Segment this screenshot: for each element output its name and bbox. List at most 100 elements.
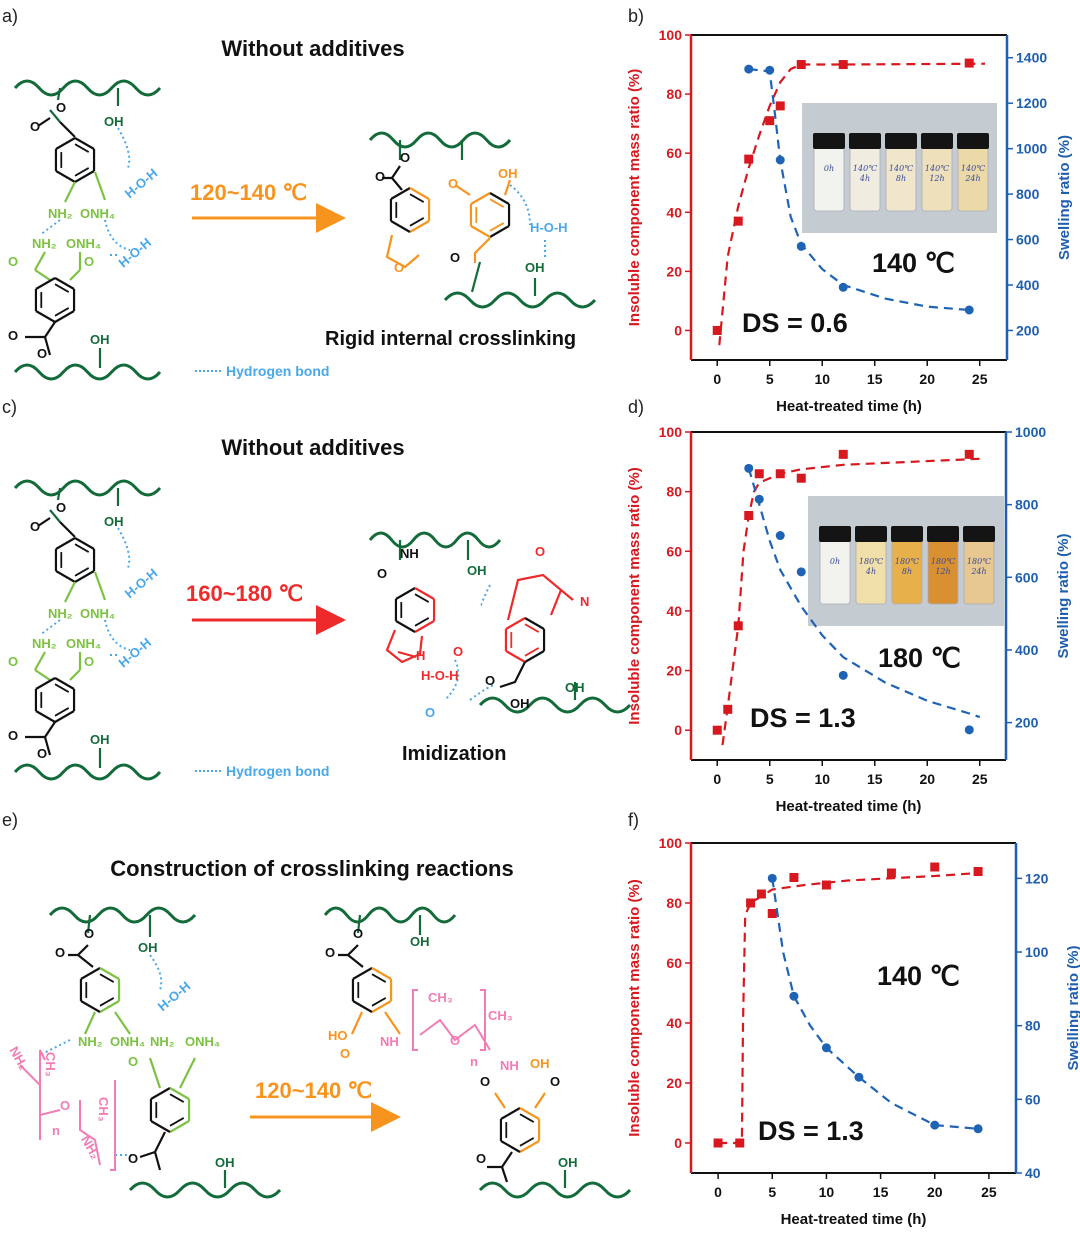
vial-cap: [963, 526, 995, 542]
vial-cap: [957, 133, 989, 149]
ring-bond: [500, 1107, 521, 1120]
data-point-circle: [930, 1120, 940, 1130]
panel-label-b: b): [628, 6, 644, 26]
ring-double-bond: [54, 283, 70, 293]
atom-label: OH: [558, 1155, 578, 1170]
ring-double-bond: [74, 167, 90, 177]
polymer-backbone: [13, 363, 162, 381]
ring-double-bond: [414, 617, 430, 627]
ds-annotation: DS = 1.3: [750, 703, 856, 733]
ring-bond: [390, 220, 411, 233]
ring-double-bond: [169, 1093, 185, 1103]
ds-annotation: DS = 0.6: [742, 308, 848, 338]
atom-label: OH: [138, 940, 158, 955]
ring-bond: [35, 310, 56, 323]
atom-label: O: [30, 119, 40, 134]
data-point-circle: [775, 531, 785, 541]
bond: [385, 629, 424, 664]
ring-double-bond: [519, 1137, 535, 1147]
bond: [350, 1011, 401, 1035]
x-tick-label: 20: [919, 771, 935, 787]
atom-label: O: [476, 1151, 486, 1166]
data-point-square: [796, 60, 806, 70]
atom-label: O: [450, 1033, 460, 1048]
vial-cap: [855, 526, 887, 542]
atom-label: OH: [467, 563, 487, 578]
ring-bond: [414, 587, 435, 600]
y-tick-label-left: 100: [659, 424, 683, 440]
series-left: [713, 862, 983, 1148]
bond: [499, 661, 526, 689]
ppg-chain: [412, 989, 491, 1051]
ring-double-bond: [409, 217, 425, 227]
ring-bond: [74, 570, 95, 583]
x-tick-label: 0: [714, 1184, 722, 1200]
atom-label: O: [400, 150, 410, 165]
atom-label: ONH₄: [110, 1034, 145, 1049]
bond: [454, 179, 512, 263]
x-tick-label: 15: [873, 1184, 889, 1200]
data-point-circle: [964, 305, 974, 315]
data-point-circle: [765, 65, 775, 75]
bond: [64, 571, 107, 603]
series-right: [767, 873, 983, 1134]
atom-label: O: [37, 346, 47, 361]
product-label: Imidization: [402, 743, 506, 765]
polymer-backbone: [13, 763, 162, 781]
atom-label: O: [37, 746, 47, 761]
atom-label: O: [394, 260, 404, 275]
y-tick-label-right: 1000: [1015, 424, 1046, 440]
panel-a-scheme: Without additives O O OH H-O-H NH₂ ONH₄ …: [8, 36, 597, 381]
chart-b: 0 5 10 15 20 25 0 20 40 60 80 100 200 400 600 800 1000 12…: [626, 27, 1073, 415]
polymer-backbone: [128, 1181, 282, 1199]
ring-bond: [470, 225, 491, 238]
polymer-backbone: [48, 906, 197, 924]
vial-label: 140℃ 12h: [925, 164, 950, 183]
y-tick-label-right: 1400: [1016, 50, 1047, 66]
bond: [338, 944, 364, 968]
y-axis-label-left: Insoluble component mass ratio (%): [626, 467, 643, 725]
data-point-circle: [796, 241, 806, 251]
series-right: [744, 463, 981, 735]
atom-label: O: [60, 1098, 70, 1113]
data-point-square: [746, 898, 756, 908]
data-point-square: [838, 449, 848, 459]
bond: [68, 944, 94, 968]
atom-label: ONH₄: [80, 606, 115, 621]
vial-label: 140℃ 4h: [853, 164, 878, 183]
fit-curve-left: [718, 871, 979, 1145]
atom-label: NH₂: [48, 206, 73, 221]
ring-double-bond: [169, 1117, 185, 1127]
data-point-circle: [754, 494, 764, 504]
data-point-square: [765, 116, 775, 126]
ring-double-bond: [524, 647, 540, 657]
atom-label: NH₂: [150, 1034, 175, 1049]
data-point-square: [733, 216, 743, 226]
temperature-annotation: 140 ℃: [872, 248, 955, 278]
ring-bond: [470, 192, 491, 205]
atom-label: NH: [400, 546, 419, 561]
series-right: [744, 64, 974, 315]
atom-label: O: [485, 673, 495, 688]
x-axis-label: Heat-treated time (h): [776, 798, 922, 815]
ring-bond: [352, 967, 373, 980]
atom-label: O: [8, 654, 18, 669]
y-axis-label-right: Swelling ratio (%): [1065, 945, 1080, 1070]
ring-bond: [35, 277, 56, 290]
vial-cap: [849, 133, 881, 149]
y-tick-label-right: 60: [1025, 1091, 1041, 1107]
atom-label: OH: [104, 514, 124, 529]
x-tick-label: 5: [768, 1184, 776, 1200]
bond: [25, 721, 56, 756]
polymer-backbone: [368, 531, 502, 549]
chart-f: 0 5 10 15 20 25 0 20 40 60 80 100 40 60 80 100 120 Heat-…: [626, 835, 1080, 1228]
data-point-square: [744, 510, 754, 520]
data-point-square: [973, 867, 983, 876]
product-label: Rigid internal crosslinking: [325, 328, 576, 350]
vial: [813, 140, 845, 212]
data-point-circle: [775, 155, 785, 165]
atom-label: OH: [90, 332, 110, 347]
y-tick-label-right: 80: [1025, 1018, 1041, 1034]
vial-cap: [819, 526, 851, 542]
